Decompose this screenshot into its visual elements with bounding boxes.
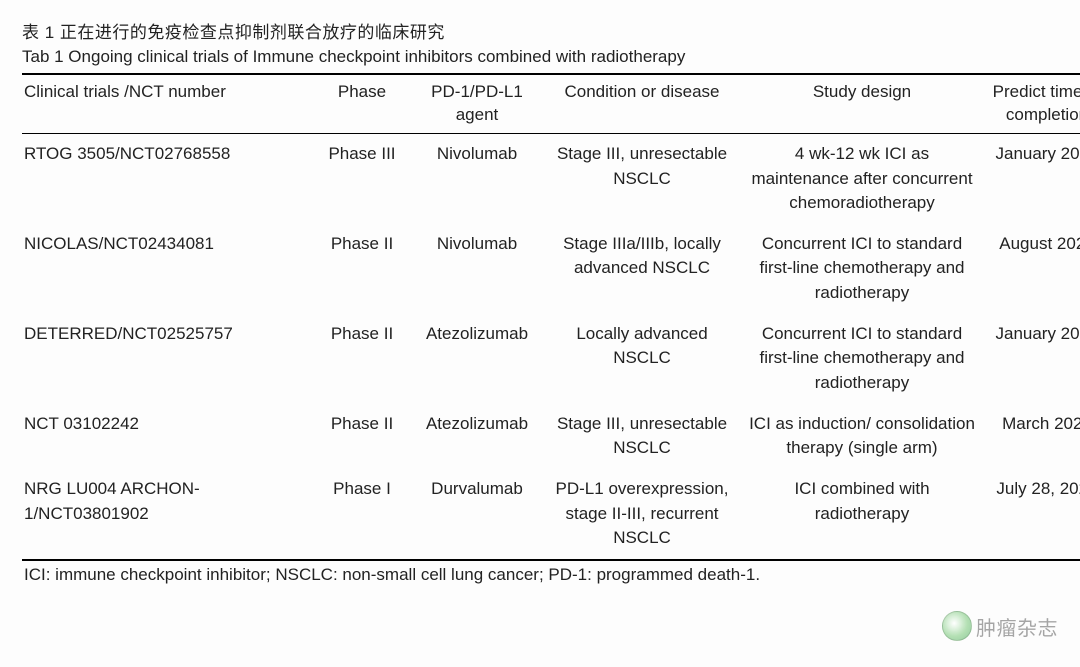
col-header-trial: Clinical trials /NCT number: [22, 74, 312, 133]
col-header-completion: Predict time of completion: [982, 74, 1080, 133]
cell-trial: RTOG 3505/NCT02768558: [22, 133, 312, 223]
cell-completion: July 28, 2020: [982, 469, 1080, 560]
source-watermark: 肿瘤杂志: [942, 611, 1058, 641]
table-row: DETERRED/NCT02525757 Phase II Atezolizum…: [22, 314, 1080, 404]
cell-phase: Phase II: [312, 314, 412, 404]
col-header-phase: Phase: [312, 74, 412, 133]
cell-design: ICI as induction/ consolidation therapy …: [742, 404, 982, 469]
cell-phase: Phase II: [312, 224, 412, 314]
watermark-text: 肿瘤杂志: [976, 612, 1058, 641]
cell-trial: DETERRED/NCT02525757: [22, 314, 312, 404]
table-row: RTOG 3505/NCT02768558 Phase III Nivoluma…: [22, 133, 1080, 223]
cell-completion: March 2020: [982, 404, 1080, 469]
cell-agent: Nivolumab: [412, 224, 542, 314]
cell-phase: Phase III: [312, 133, 412, 223]
table-row: NCT 03102242 Phase II Atezolizumab Stage…: [22, 404, 1080, 469]
cell-agent: Atezolizumab: [412, 404, 542, 469]
cell-completion: August 2020: [982, 224, 1080, 314]
col-header-agent: PD-1/PD-L1 agent: [412, 74, 542, 133]
cell-phase: Phase I: [312, 469, 412, 560]
cell-agent: Nivolumab: [412, 133, 542, 223]
cell-design: ICI combined with radiotherapy: [742, 469, 982, 560]
cell-trial: NCT 03102242: [22, 404, 312, 469]
cell-condition: Stage III, unresectable NSCLC: [542, 133, 742, 223]
cell-condition: Stage III, unresectable NSCLC: [542, 404, 742, 469]
cell-design: Concurrent ICI to standard first-line ch…: [742, 314, 982, 404]
cell-completion: January 2020: [982, 314, 1080, 404]
cell-condition: PD-L1 overexpression, stage II-III, recu…: [542, 469, 742, 560]
table-footnote: ICI: immune checkpoint inhibitor; NSCLC:…: [22, 561, 1058, 585]
table-title-en: Tab 1 Ongoing clinical trials of Immune …: [22, 47, 1058, 67]
clinical-trials-table: Clinical trials /NCT number Phase PD-1/P…: [22, 73, 1080, 561]
wechat-icon: [942, 611, 972, 641]
cell-design: Concurrent ICI to standard first-line ch…: [742, 224, 982, 314]
cell-phase: Phase II: [312, 404, 412, 469]
table-header-row: Clinical trials /NCT number Phase PD-1/P…: [22, 74, 1080, 133]
col-header-design: Study design: [742, 74, 982, 133]
cell-agent: Durvalumab: [412, 469, 542, 560]
cell-design: 4 wk-12 wk ICI as maintenance after conc…: [742, 133, 982, 223]
cell-completion: January 2019: [982, 133, 1080, 223]
table-row: NRG LU004 ARCHON-1/NCT03801902 Phase I D…: [22, 469, 1080, 560]
cell-agent: Atezolizumab: [412, 314, 542, 404]
col-header-condition: Condition or disease: [542, 74, 742, 133]
cell-condition: Stage IIIa/IIIb, locally advanced NSCLC: [542, 224, 742, 314]
cell-trial: NRG LU004 ARCHON-1/NCT03801902: [22, 469, 312, 560]
table-title-cn: 表 1 正在进行的免疫检查点抑制剂联合放疗的临床研究: [22, 18, 1058, 43]
cell-condition: Locally advanced NSCLC: [542, 314, 742, 404]
cell-trial: NICOLAS/NCT02434081: [22, 224, 312, 314]
table-row: NICOLAS/NCT02434081 Phase II Nivolumab S…: [22, 224, 1080, 314]
